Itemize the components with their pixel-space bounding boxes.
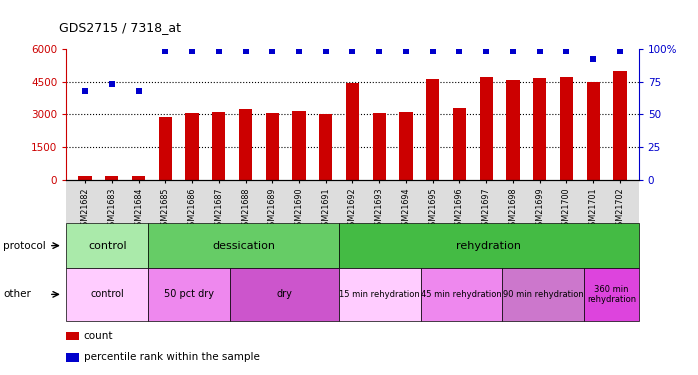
Text: percentile rank within the sample: percentile rank within the sample (84, 352, 260, 362)
Bar (614, 70, 627, 180)
Text: dry: dry (276, 290, 292, 299)
Point (186, 48, 198, 54)
Bar (212, 112, 225, 180)
Text: 15 min rehydration: 15 min rehydration (339, 290, 420, 299)
Point (401, 48, 412, 54)
Point (320, 48, 332, 54)
Bar (373, 113, 386, 180)
Bar (560, 77, 573, 180)
Point (454, 48, 465, 54)
Bar (533, 78, 547, 180)
Point (213, 48, 224, 54)
Point (561, 48, 572, 54)
Bar (426, 80, 440, 180)
Point (614, 48, 625, 54)
Bar (399, 112, 413, 180)
Bar (292, 111, 306, 180)
Bar (453, 108, 466, 180)
Bar (506, 81, 519, 180)
Text: 360 min
rehydration: 360 min rehydration (587, 285, 636, 304)
Bar (186, 113, 199, 180)
Point (293, 48, 304, 54)
Text: 45 min rehydration: 45 min rehydration (421, 290, 502, 299)
Text: GDS2715 / 7318_at: GDS2715 / 7318_at (59, 21, 181, 34)
Text: control: control (90, 290, 124, 299)
Point (534, 48, 545, 54)
Bar (105, 176, 119, 180)
Text: count: count (84, 331, 113, 340)
Text: dessication: dessication (212, 241, 275, 250)
Text: 90 min rehydration: 90 min rehydration (503, 290, 584, 299)
Bar (319, 114, 332, 180)
Bar (586, 82, 600, 180)
Point (373, 48, 385, 54)
Point (267, 48, 278, 54)
Point (481, 48, 492, 54)
Text: 50 pct dry: 50 pct dry (164, 290, 214, 299)
Text: control: control (88, 241, 126, 250)
Text: rehydration: rehydration (456, 241, 521, 250)
Point (427, 48, 438, 54)
Bar (239, 109, 252, 180)
Point (347, 48, 358, 54)
Point (160, 48, 171, 54)
Bar (265, 113, 279, 180)
Point (588, 56, 599, 62)
Point (240, 48, 251, 54)
Bar (132, 176, 145, 180)
Point (507, 48, 519, 54)
Text: other: other (3, 290, 31, 299)
Bar (346, 82, 359, 180)
Bar (158, 117, 172, 180)
Point (106, 81, 117, 87)
Text: protocol: protocol (3, 241, 46, 250)
Bar (480, 77, 493, 180)
Point (80, 88, 91, 94)
Bar (78, 176, 91, 180)
Point (133, 88, 144, 94)
